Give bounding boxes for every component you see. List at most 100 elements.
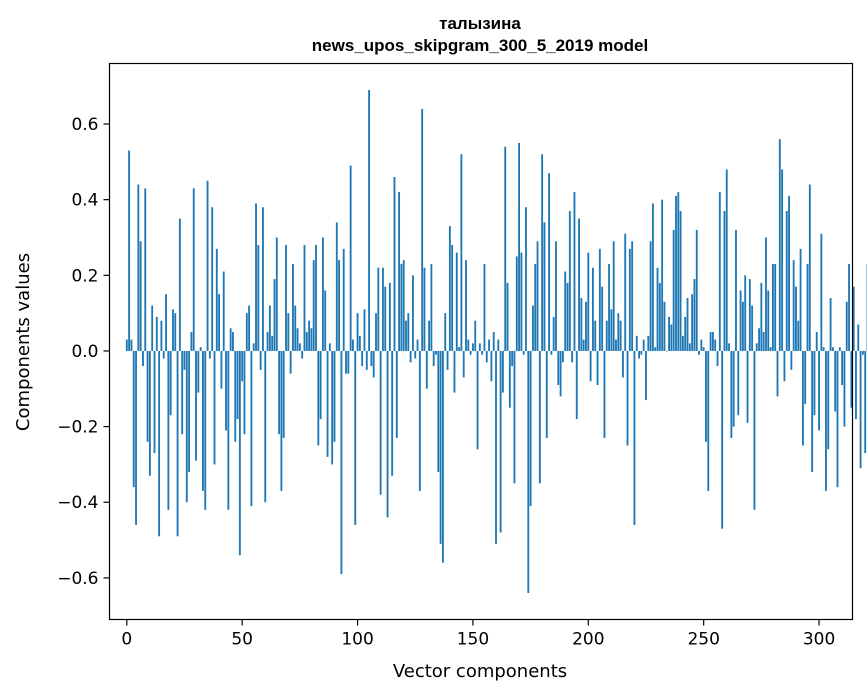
bar-component-171: [520, 252, 523, 351]
bar-component-34: [204, 350, 207, 510]
bar-component-258: [721, 350, 724, 529]
bar-component-110: [379, 350, 382, 495]
bar-component-198: [582, 339, 585, 351]
bar-component-103: [363, 309, 366, 351]
bar-component-5: [137, 184, 140, 351]
bar-component-165: [506, 282, 509, 351]
bar-component-59: [262, 207, 264, 351]
bar-component-207: [603, 350, 606, 438]
bar-component-97: [349, 165, 352, 351]
bar-component-105: [368, 89, 371, 351]
x-axis-label: Vector components: [393, 661, 567, 682]
bar-component-300: [818, 350, 820, 431]
bar-component-135: [437, 350, 440, 472]
bar-component-19: [169, 350, 172, 416]
bar-component-100: [356, 313, 359, 351]
bar-component-153: [478, 343, 481, 351]
bar-component-16: [162, 350, 165, 359]
bar-component-305: [829, 298, 832, 351]
bar-component-99: [354, 350, 357, 525]
bar-component-250: [702, 347, 705, 351]
bar-component-58: [259, 350, 262, 370]
bar-component-152: [476, 350, 479, 450]
bar-component-89: [331, 350, 334, 465]
bar-component-114: [388, 282, 391, 351]
bar-component-213: [617, 313, 620, 351]
bar-component-318: [859, 350, 862, 469]
bar-component-221: [635, 335, 638, 351]
bar-component-11: [151, 305, 154, 351]
bar-component-139: [446, 350, 449, 370]
bar-component-184: [550, 350, 553, 355]
bar-component-293: [801, 350, 804, 446]
bar-component-118: [398, 192, 401, 351]
bar-component-37: [211, 207, 214, 351]
bar-component-117: [395, 350, 398, 438]
bar-component-38: [213, 350, 216, 465]
bar-component-128: [421, 108, 424, 351]
bar-component-6: [139, 241, 142, 351]
bar-component-56: [255, 203, 257, 351]
bar-component-303: [825, 350, 827, 491]
bar-component-111: [382, 267, 384, 351]
bar-component-142: [453, 350, 456, 393]
bar-component-154: [481, 350, 484, 355]
bar-component-214: [619, 320, 622, 351]
bar-component-314: [850, 350, 853, 408]
bar-component-132: [430, 263, 433, 351]
bar-component-181: [543, 222, 546, 351]
bar-component-137: [442, 350, 444, 563]
bar-component-69: [285, 245, 287, 351]
bar-component-66: [278, 350, 281, 435]
y-axis-label: Components values: [13, 253, 34, 431]
bar-component-188: [559, 350, 562, 397]
bar-component-150: [472, 343, 474, 351]
bar-component-201: [589, 350, 592, 382]
bar-component-57: [257, 245, 260, 351]
bar-component-96: [347, 350, 350, 374]
bar-component-252: [707, 350, 710, 491]
y-tick-label: 0.6: [71, 115, 98, 135]
bar-component-265: [737, 350, 740, 416]
bar-component-36: [208, 350, 211, 359]
bar-component-71: [289, 350, 292, 374]
bar-component-235: [668, 316, 670, 351]
chart-title: талызина: [439, 14, 521, 33]
bar-component-283: [778, 139, 781, 351]
bar-component-125: [414, 350, 417, 359]
bar-component-253: [709, 332, 712, 351]
bar-component-62: [268, 305, 271, 351]
bar-component-65: [275, 237, 278, 351]
x-tick-label: 300: [803, 630, 835, 650]
bar-component-22: [176, 350, 179, 537]
bar-component-2: [130, 339, 133, 351]
bar-component-24: [181, 350, 184, 435]
bar-component-74: [296, 328, 299, 351]
bar-component-216: [624, 233, 627, 351]
bar-component-249: [700, 339, 703, 351]
bar-component-8: [144, 188, 147, 351]
bar-component-31: [197, 350, 200, 393]
bar-component-87: [326, 350, 329, 457]
bar-component-168: [513, 350, 516, 484]
bar-component-315: [852, 286, 855, 351]
bar-component-68: [282, 350, 285, 438]
bar-component-232: [661, 199, 664, 351]
bar-component-82: [315, 245, 317, 351]
bar-component-9: [146, 350, 149, 442]
bar-component-93: [340, 350, 343, 575]
bar-component-196: [578, 218, 580, 351]
bar-component-297: [811, 350, 814, 472]
bar-component-304: [827, 350, 830, 450]
bar-component-91: [335, 222, 338, 351]
bar-component-225: [645, 350, 647, 401]
bar-component-218: [628, 248, 631, 351]
bar-component-301: [820, 233, 823, 351]
bar-component-227: [649, 241, 652, 351]
bar-component-141: [451, 245, 454, 351]
bar-component-264: [735, 229, 737, 351]
bar-component-271: [751, 305, 754, 351]
bar-component-282: [776, 350, 779, 397]
bar-component-60: [264, 350, 267, 503]
